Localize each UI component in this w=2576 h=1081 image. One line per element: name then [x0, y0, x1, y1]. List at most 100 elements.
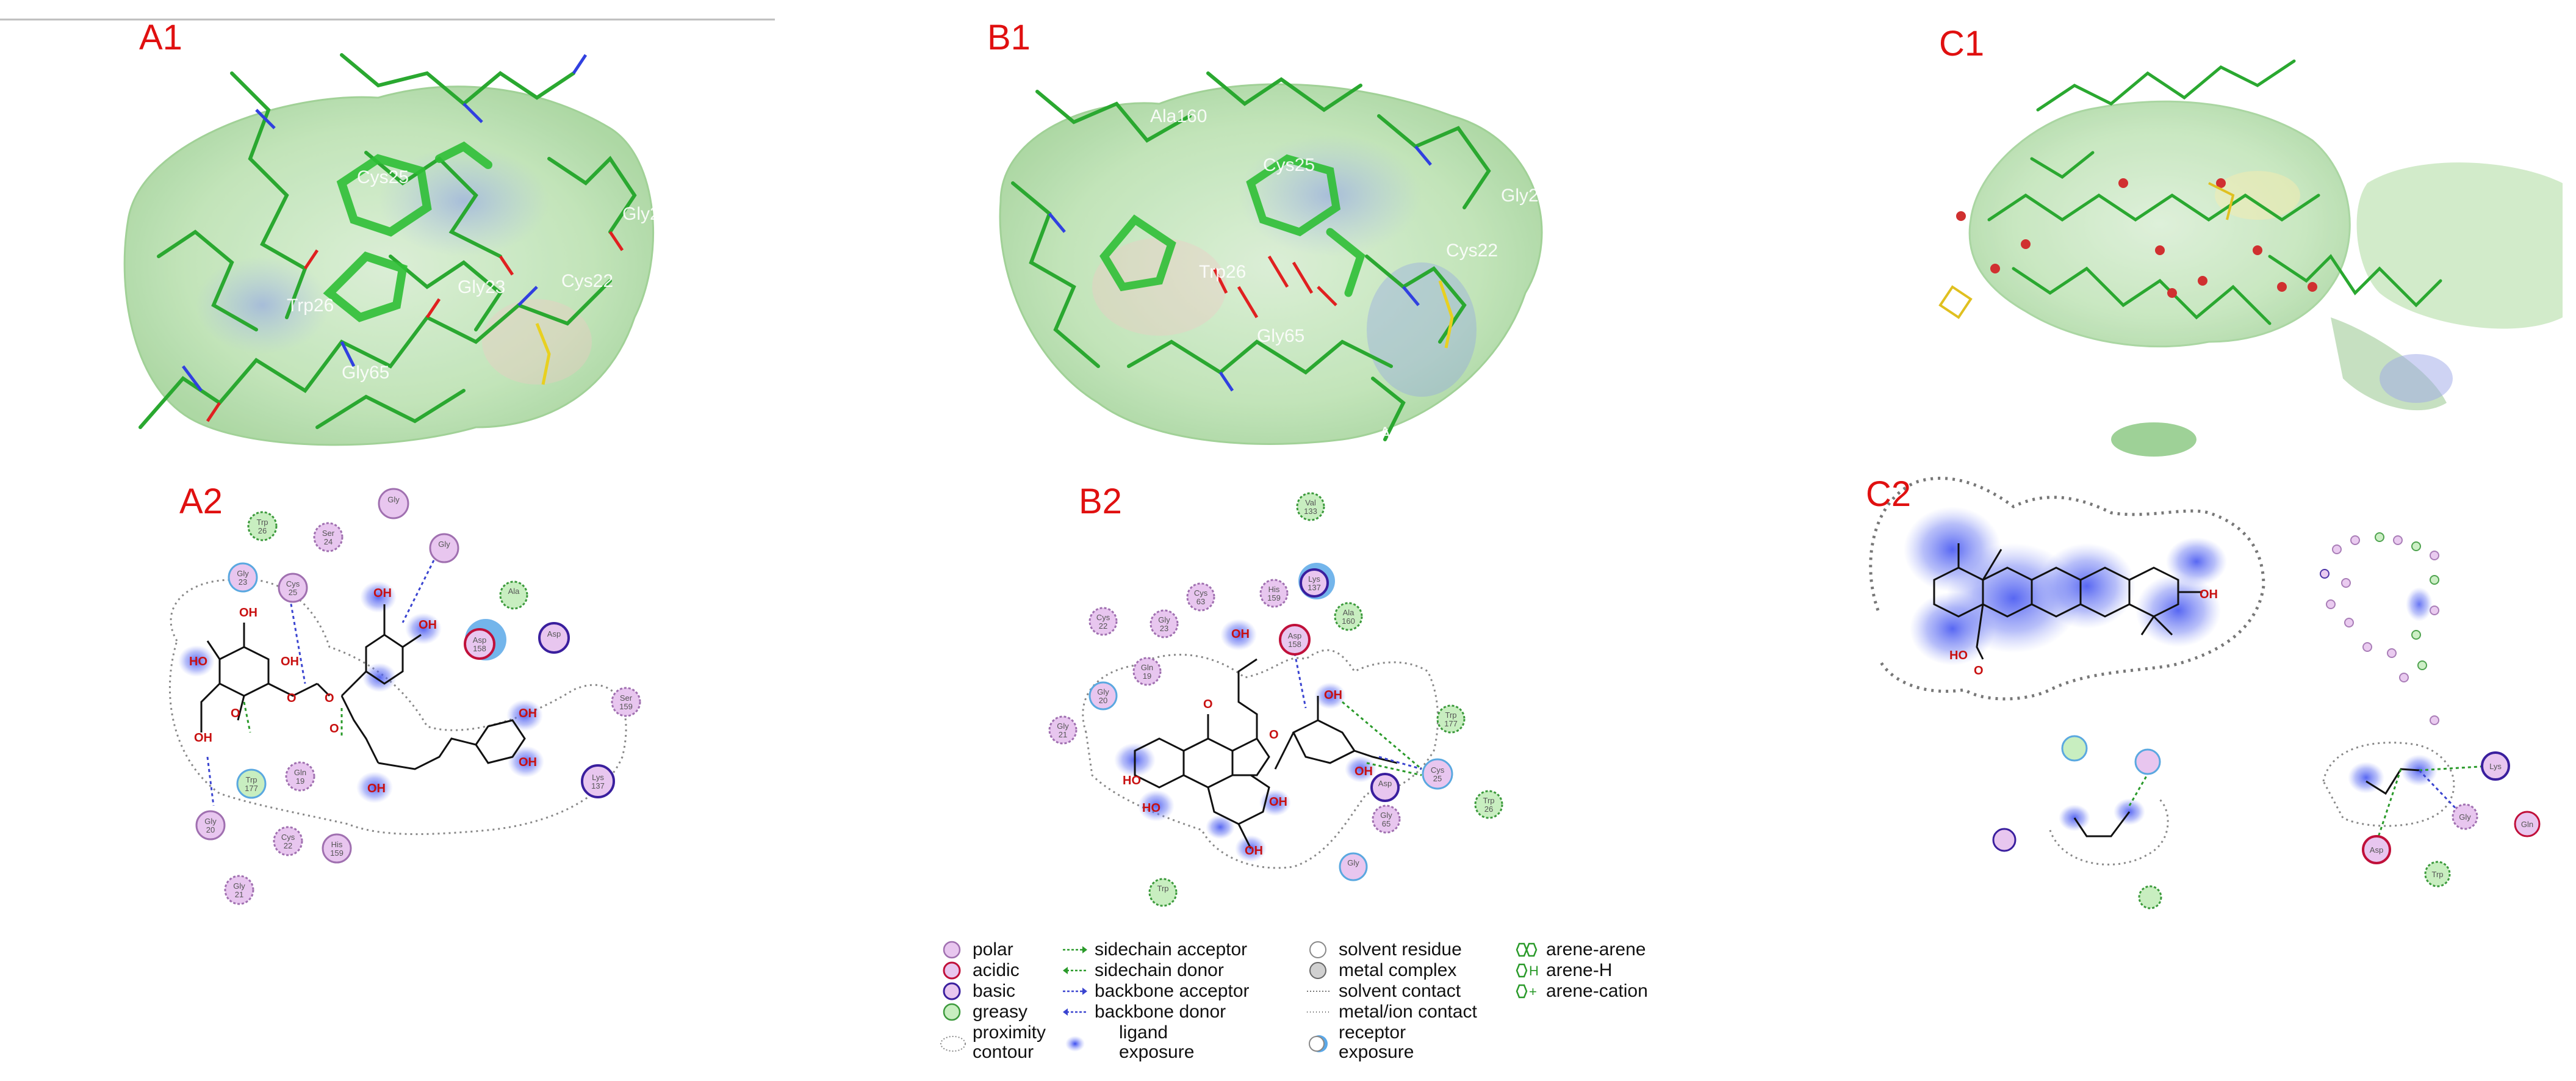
- legend-ligand-exposure: ligand exposure: [1062, 1023, 1194, 1062]
- svg-text:OH: OH: [281, 655, 299, 668]
- svg-text:Trp: Trp: [256, 518, 268, 527]
- residue-node: Asp: [2362, 835, 2391, 864]
- residue-node: Gly65: [1372, 804, 1401, 834]
- residue-node: Gly20: [1088, 681, 1118, 710]
- svg-text:His: His: [331, 840, 343, 849]
- svg-text:Trp: Trp: [245, 775, 257, 784]
- svg-text:Gly: Gly: [2459, 812, 2471, 822]
- svg-text:159: 159: [330, 848, 344, 858]
- residue-node: Val133: [1296, 492, 1325, 521]
- svg-text:Gln: Gln: [2521, 820, 2533, 829]
- legend-label: basic: [973, 981, 1016, 1001]
- svg-text:Cys: Cys: [1194, 588, 1208, 598]
- svg-text:Gly: Gly: [1057, 721, 1069, 731]
- svg-text:25: 25: [289, 588, 297, 597]
- svg-text:Val: Val: [1305, 498, 1316, 507]
- svg-text:HO: HO: [1123, 774, 1141, 787]
- b2-interaction-diagram: OH HO HO O OH OH OH OH O Val133 Cys22 Cy…: [1048, 492, 1503, 907]
- svg-text:Cys25: Cys25: [1263, 155, 1315, 175]
- svg-text:Gly: Gly: [1347, 858, 1359, 867]
- legend-arene-h: H arene-H: [1513, 961, 1612, 980]
- svg-text:OH: OH: [519, 756, 537, 769]
- svg-text:Ala: Ala: [508, 587, 520, 596]
- svg-text:22: 22: [284, 841, 292, 850]
- svg-text:Ala: Ala: [1343, 608, 1355, 617]
- svg-text:65: 65: [1382, 819, 1391, 828]
- svg-text:133: 133: [1304, 507, 1317, 516]
- legend-metal-complex: metal complex: [1306, 961, 1456, 980]
- svg-text:20: 20: [1099, 696, 1107, 705]
- svg-text:OH: OH: [1245, 844, 1263, 858]
- svg-text:Gly65: Gly65: [342, 363, 389, 383]
- residue-node: [2061, 735, 2088, 762]
- svg-text:23: 23: [1160, 624, 1168, 633]
- svg-text:Gly: Gly: [237, 569, 249, 578]
- svg-text:Gly: Gly: [438, 540, 450, 549]
- svg-text:OH: OH: [1269, 795, 1287, 809]
- legend-label: arene-cation: [1546, 981, 1648, 1001]
- legend-label: backbone acceptor: [1095, 981, 1250, 1001]
- svg-text:Cys: Cys: [1431, 765, 1445, 775]
- legend-label: proximity: [973, 1022, 1046, 1043]
- svg-text:23: 23: [239, 577, 247, 587]
- legend-label: exposure: [1119, 1042, 1195, 1062]
- legend-label: sidechain acceptor: [1095, 939, 1248, 960]
- svg-text:Gln: Gln: [1141, 663, 1153, 672]
- panel-label-b1: B1: [987, 18, 1031, 57]
- residue-node: Cys25: [278, 573, 308, 603]
- residue-node: Gly: [1339, 852, 1368, 881]
- legend-label: greasy: [973, 1002, 1028, 1022]
- svg-text:O: O: [325, 692, 334, 705]
- svg-text:HO: HO: [1142, 801, 1160, 815]
- svg-text:Ser: Ser: [322, 529, 335, 538]
- residue-node: [2134, 748, 2161, 775]
- svg-text:Gly20: Gly20: [628, 125, 676, 145]
- residue-node: Gly23: [228, 562, 258, 593]
- residue-node: Cys25: [1422, 758, 1453, 790]
- svg-text:O: O: [1269, 728, 1279, 742]
- svg-text:OH: OH: [1355, 765, 1373, 778]
- svg-text:22: 22: [1099, 621, 1107, 631]
- c2-interaction-diagram: OH HO O: [1869, 477, 2541, 909]
- legend-label: backbone donor: [1095, 1002, 1226, 1022]
- svg-text:O: O: [329, 722, 339, 736]
- residue-node: Gly21: [224, 875, 254, 905]
- svg-text:20: 20: [206, 825, 215, 834]
- svg-text:Gly: Gly: [1158, 615, 1170, 624]
- svg-text:21: 21: [235, 890, 243, 899]
- svg-text:O: O: [231, 707, 240, 720]
- svg-text:Ser: Ser: [620, 693, 633, 703]
- svg-text:26: 26: [1484, 804, 1493, 814]
- svg-text:19: 19: [1143, 671, 1151, 681]
- svg-text:Asp: Asp: [547, 629, 561, 638]
- svg-text:Trp: Trp: [2431, 870, 2443, 879]
- svg-text:Asp: Asp: [473, 635, 486, 645]
- svg-text:Asp: Asp: [2370, 845, 2383, 855]
- svg-text:Lys: Lys: [1308, 574, 1320, 584]
- svg-text:Asp: Asp: [1288, 631, 1301, 640]
- residue-node: [2138, 885, 2162, 909]
- svg-text:HO: HO: [1949, 649, 1968, 662]
- legend-label: sidechain donor: [1095, 960, 1224, 980]
- svg-text:25: 25: [1433, 774, 1442, 783]
- residue-node: Ala: [499, 580, 528, 610]
- svg-text:Gly: Gly: [233, 881, 245, 891]
- residue-node: Gln: [2514, 811, 2541, 837]
- legend-sidechain-donor: sidechain donor: [1062, 961, 1224, 980]
- svg-text:159: 159: [619, 702, 633, 711]
- residue-node: Trp26: [247, 511, 278, 541]
- legend-label: metal/ion contact: [1339, 1002, 1477, 1022]
- a1-residue-labels: Cys25 Gly20 Gly21 Trp26 Gly65 Cys22 Gly2…: [287, 125, 676, 383]
- legend-label: receptor: [1339, 1022, 1406, 1043]
- legend-sidechain-acceptor: sidechain acceptor: [1062, 940, 1247, 960]
- legend-acidic: acidic: [940, 961, 1020, 980]
- svg-text:177: 177: [1444, 719, 1458, 728]
- legend-label: arene-arene: [1546, 939, 1646, 960]
